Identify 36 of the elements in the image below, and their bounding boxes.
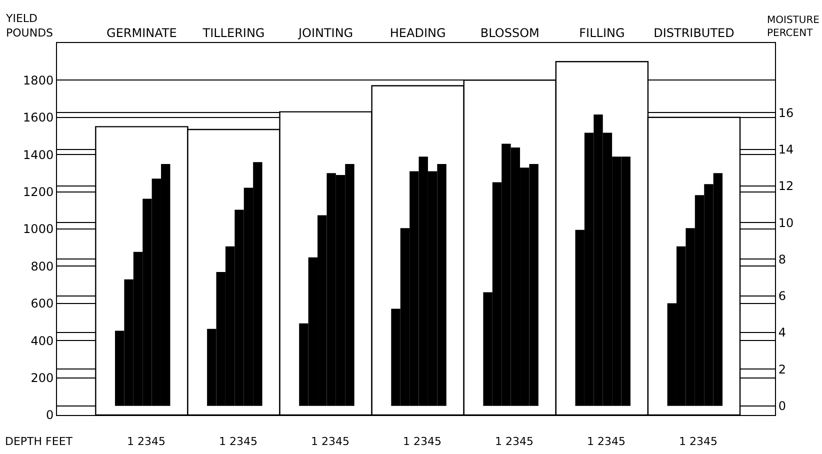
text: 1 2345 xyxy=(403,435,442,448)
y2-tick-label: 0 xyxy=(778,399,786,414)
y-tick-label: 1800 xyxy=(23,73,54,88)
y2-tick-label: 12 xyxy=(778,179,794,194)
y2-tick-label: 10 xyxy=(778,216,794,230)
text: 1 2345 xyxy=(587,435,626,448)
y-tick-label: 0 xyxy=(46,408,54,422)
y-tick-label: 800 xyxy=(30,259,54,274)
x-tick-label: TILLERING xyxy=(202,26,265,40)
y2-tick-label: 8 xyxy=(778,252,786,266)
y-tick-label: 1600 xyxy=(23,110,54,125)
x-tick-label: BLOSSOM xyxy=(480,26,540,40)
y2-tick-label: 14 xyxy=(778,142,794,156)
y-tick-label: 200 xyxy=(30,371,54,385)
y2-tick-label: 4 xyxy=(778,326,786,340)
x-tick-label: JOINTING xyxy=(297,26,354,40)
x-tick-label: GERMINATE xyxy=(106,26,177,40)
x-tick-label: FILLING xyxy=(579,26,625,40)
y-tick-label: 1200 xyxy=(23,185,54,199)
y2-tick-label: 16 xyxy=(778,106,794,120)
x-tick-label: HEADING xyxy=(390,26,446,40)
text: DEPTH FEET xyxy=(5,435,73,448)
text: 1 2345 xyxy=(679,435,718,448)
text: 1 2345 xyxy=(495,435,534,448)
text: 1 2345 xyxy=(311,435,350,448)
y2-axis-title: MOISTURE PERCENT xyxy=(767,15,820,39)
y-axis-title: YIELD POUNDS xyxy=(5,12,54,40)
y2-tick-label: 6 xyxy=(778,289,786,304)
y-tick-label: 600 xyxy=(30,296,54,311)
y-tick-label: 400 xyxy=(30,334,54,348)
text: 1 2345 xyxy=(127,435,166,448)
y-tick-label: 1000 xyxy=(23,222,54,236)
text: 1 2345 xyxy=(219,435,258,448)
y2-tick-label: 2 xyxy=(778,362,786,376)
x-tick-label: DISTRIBUTED xyxy=(654,26,734,40)
y-tick-label: 1400 xyxy=(23,148,54,162)
